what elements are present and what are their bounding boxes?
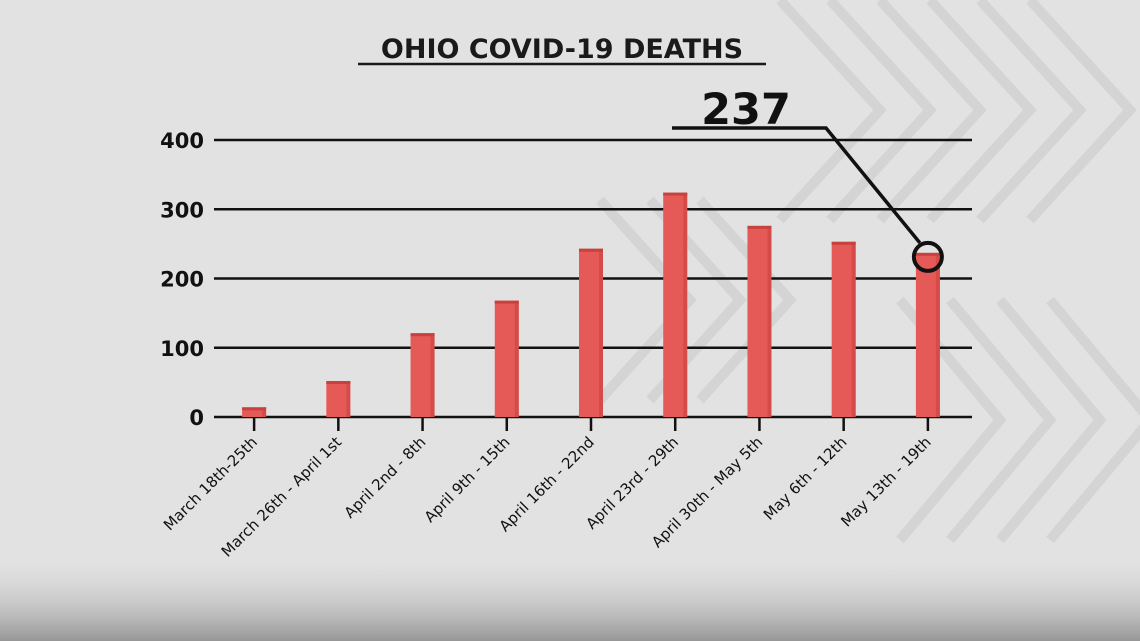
bar-shade [262,407,267,417]
callout-leader-line [672,126,922,244]
bar-shade [346,380,351,417]
bar [242,407,267,417]
x-tick-label: May 13th - 19th [837,433,934,530]
bar [831,241,856,417]
x-tick-label: April 23rd - 29th [582,433,682,533]
bar-cap [494,300,519,304]
bar-cap [915,252,940,256]
bar [579,248,603,417]
y-tick-label: 100 [160,337,204,361]
x-tick-label: April 9th - 15th [421,433,514,526]
bar [915,252,940,417]
bar [326,380,351,417]
y-tick-label: 300 [160,198,204,222]
bars [242,192,940,417]
x-tick-label: April 2nd - 8th [341,433,430,522]
bar-shade [683,192,688,417]
bar [747,225,772,417]
callout-circle [911,240,944,273]
y-tick-label: 200 [160,268,204,292]
bar-shade [430,333,435,417]
bar-cap [579,248,603,252]
bar-shade [514,300,519,417]
callout: 237 [672,85,944,273]
y-tick-label: 0 [189,406,204,430]
bar [410,333,435,417]
bar-fill [242,407,267,417]
y-tick-label: 400 [160,129,204,153]
bar-cap [663,192,688,196]
y-axis-ticks: 0 100 200 300 400 [160,129,204,430]
x-tick-label: May 6th - 12th [760,433,851,524]
bar-cap [326,380,351,384]
bar [663,192,688,417]
bar-shade [599,248,603,417]
bar-cap [747,225,772,229]
bar-cap [410,333,435,337]
bar-cap [831,241,856,245]
bar [494,300,519,417]
bar-shade [767,225,772,417]
bar-cap [242,407,267,411]
bar-shade [935,252,940,417]
chart-title: OHIO COVID-19 DEATHS [381,34,743,65]
bar-shade [851,241,856,417]
